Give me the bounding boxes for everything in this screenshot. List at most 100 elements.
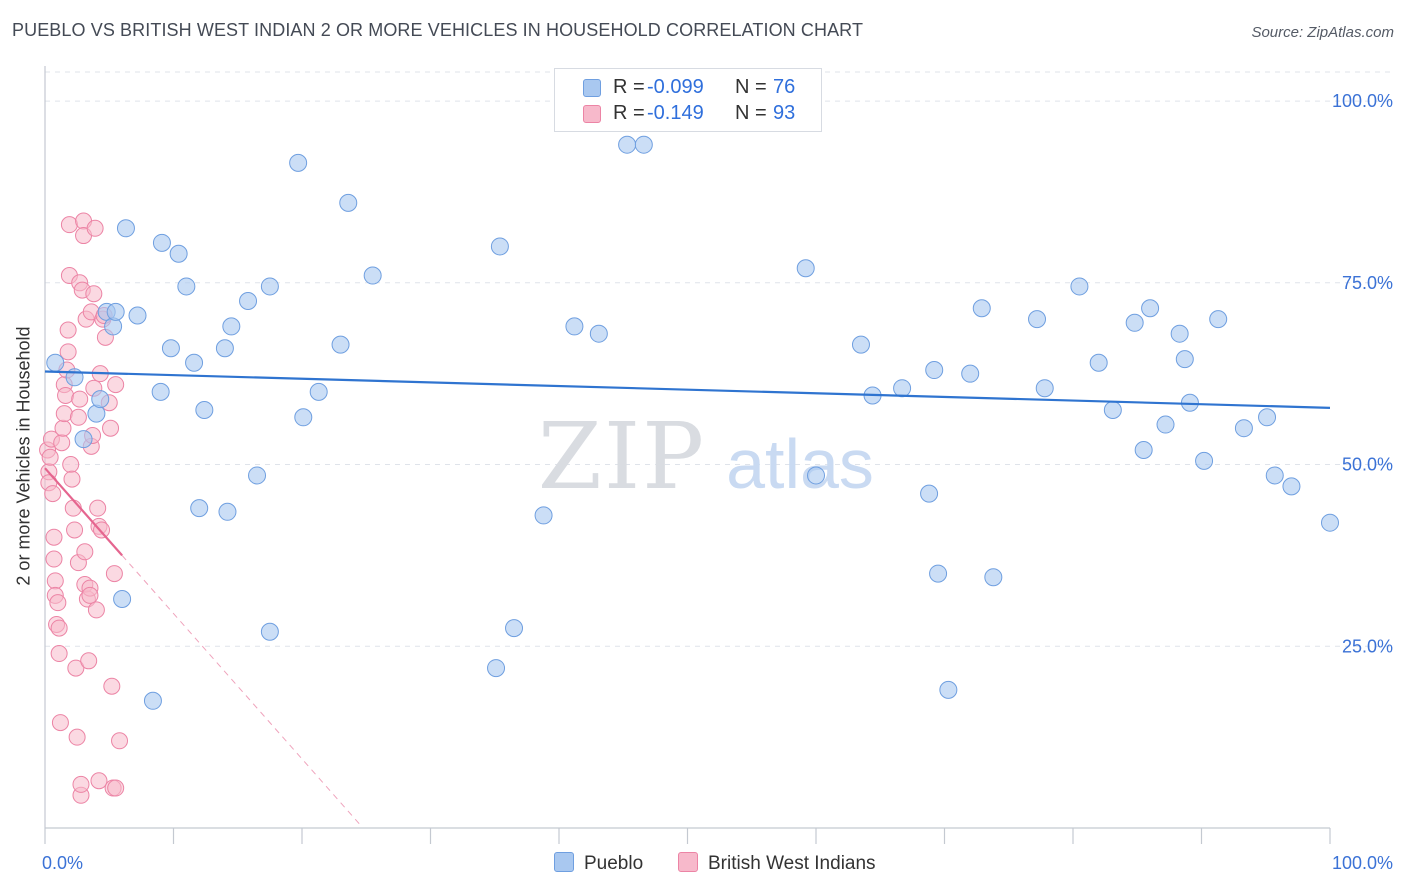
pueblo-legend-swatch — [554, 852, 574, 872]
series-pueblo — [46, 135, 1339, 710]
bwi-swatch — [583, 105, 601, 123]
legend-r-label: R = — [613, 102, 645, 124]
watermark-atlas: atlas — [726, 425, 874, 503]
pueblo-point — [339, 193, 358, 212]
bwi-point — [86, 219, 104, 237]
pueblo-point — [807, 466, 825, 485]
bwi-point — [68, 728, 86, 746]
bwi-legend-swatch — [678, 852, 698, 872]
bwi-point — [87, 601, 105, 619]
pueblo-point — [634, 135, 653, 154]
y-tick-label: 100.0% — [1332, 91, 1393, 111]
bwi-legend-label: British West Indians — [708, 853, 876, 874]
bwi-point — [44, 485, 62, 503]
bwi-trend-line — [44, 467, 123, 557]
chart-title: PUEBLO VS BRITISH WEST INDIAN 2 OR MORE … — [12, 20, 864, 40]
pueblo-point — [309, 382, 328, 401]
legend-n-value: 76 — [773, 76, 796, 98]
bwi-point — [62, 456, 80, 474]
pueblo-point — [331, 335, 350, 354]
bwi-point — [63, 470, 81, 488]
bwi-point — [69, 408, 87, 426]
bwi-point — [80, 652, 98, 670]
pueblo-point — [1134, 441, 1153, 459]
pueblo-point — [106, 302, 125, 321]
pueblo-point — [505, 619, 524, 638]
bwi-point — [50, 619, 68, 637]
pueblo-point — [534, 506, 553, 525]
bwi-point — [71, 390, 89, 408]
pueblo-point — [363, 266, 382, 285]
pueblo-point — [289, 153, 308, 172]
pueblo-point — [1035, 379, 1054, 398]
pueblo-point — [929, 564, 948, 583]
pueblo-point — [490, 237, 509, 256]
bwi-point — [45, 528, 63, 546]
legend-item-pueblo[interactable]: Pueblo — [554, 852, 643, 875]
pueblo-point — [190, 499, 209, 518]
bwi-point — [67, 659, 85, 677]
pueblo-point — [215, 339, 234, 358]
pueblo-point — [260, 622, 279, 641]
bwi-point — [59, 343, 77, 361]
pueblo-point — [851, 335, 870, 354]
pueblo-point — [1089, 353, 1108, 372]
bwi-point — [59, 321, 77, 339]
tick-labels: 25.0% 50.0% 75.0% 100.0% 0.0% 100.0% — [42, 91, 1393, 873]
pueblo-point — [195, 401, 214, 420]
bwi-point — [76, 543, 94, 561]
pueblo-point — [920, 484, 939, 503]
pueblo-point — [116, 219, 135, 238]
y-tick-label: 50.0% — [1342, 455, 1393, 475]
pueblo-point — [1234, 419, 1253, 438]
pueblo-point — [185, 353, 204, 372]
bwi-point — [103, 677, 121, 695]
legend-row-bwi: R = -0.149 N = 93 — [555, 100, 821, 126]
pueblo-point — [565, 317, 584, 336]
bwi-point — [50, 645, 68, 663]
pueblo-point — [113, 590, 132, 609]
legend-item-bwi[interactable]: British West Indians — [678, 852, 876, 875]
bwi-point — [90, 772, 108, 790]
pueblo-point — [152, 233, 171, 252]
bwi-point — [102, 419, 120, 437]
watermark: ZIP atlas — [538, 403, 874, 510]
legend-n-value: 93 — [773, 102, 796, 124]
pueblo-point — [618, 135, 637, 154]
series-british-west-indians — [39, 212, 129, 804]
pueblo-point — [925, 361, 944, 380]
pueblo-point — [893, 379, 912, 398]
y-tick-label: 75.0% — [1342, 273, 1393, 293]
pueblo-point — [1141, 299, 1160, 318]
pueblo-point — [169, 244, 188, 263]
bwi-point — [46, 572, 64, 590]
pueblo-point — [161, 339, 180, 358]
pueblo-point — [1170, 324, 1189, 343]
bwi-point — [49, 594, 67, 612]
bwi-point — [53, 434, 71, 452]
pueblo-point — [984, 568, 1003, 587]
legend-n-label: N = — [735, 76, 767, 98]
bwi-point — [107, 376, 125, 394]
watermark-zip: ZIP — [538, 403, 706, 510]
pueblo-point — [1125, 313, 1144, 332]
pueblo-point — [487, 659, 506, 678]
x-tick-label-min: 0.0% — [42, 853, 83, 873]
pueblo-point — [1321, 513, 1339, 532]
bwi-point — [45, 550, 63, 568]
pueblo-point — [143, 691, 162, 710]
pueblo-point — [1258, 408, 1277, 427]
bwi-point — [51, 714, 69, 732]
pueblo-point — [972, 299, 991, 318]
legend-r-label: R = — [613, 76, 645, 98]
pueblo-point — [239, 291, 258, 310]
pueblo-point — [1209, 310, 1228, 329]
pueblo-point — [74, 430, 93, 449]
legend-n-label: N = — [735, 102, 767, 124]
pueblo-point — [1195, 451, 1214, 470]
bwi-point — [107, 779, 125, 797]
bwi-point — [85, 285, 103, 303]
bwi-trend-line-extension — [121, 555, 361, 825]
pueblo-point — [589, 324, 608, 343]
bwi-point — [60, 216, 78, 234]
